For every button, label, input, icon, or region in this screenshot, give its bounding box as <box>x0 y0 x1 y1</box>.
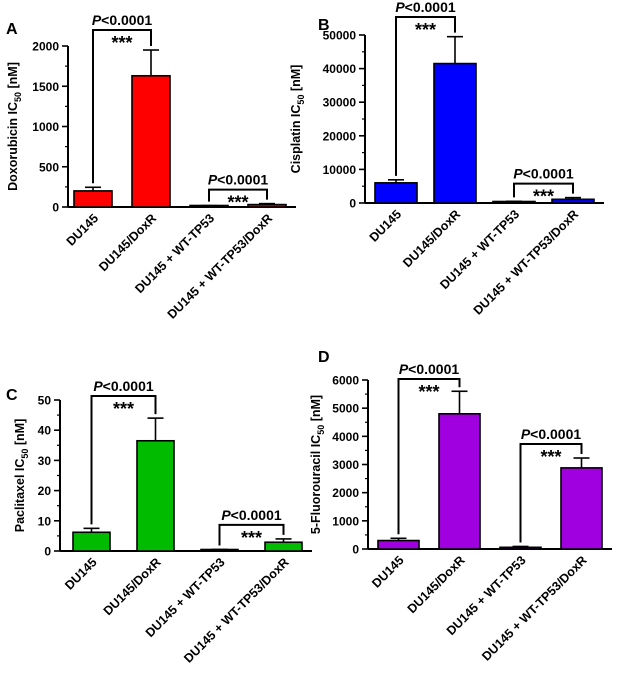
significance-bracket <box>513 182 574 198</box>
p-value-label: P<0.0001 <box>93 378 154 394</box>
y-tick-label: 1500 <box>32 80 59 94</box>
bar <box>136 439 175 552</box>
y-tick-label: 10000 <box>323 163 357 177</box>
x-tick-label: DU145/DoxR <box>96 211 159 274</box>
bar <box>374 182 418 204</box>
y-tick-label: 30 <box>38 454 52 468</box>
y-tick-label: 0 <box>349 197 356 211</box>
y-tick-label: 20000 <box>323 129 357 143</box>
p-value-label: P<0.0001 <box>513 166 574 182</box>
x-tick-label: DU145 <box>64 211 101 248</box>
bar <box>131 74 171 208</box>
panel-d: D 0 1000 2000 3000 4000 5000 6000 5-Fluorouracil… <box>309 349 612 664</box>
panel-letter: D <box>318 349 330 366</box>
y-axis-label: Paclitaxel IC50 [nM] <box>13 419 30 533</box>
significance-bracket <box>395 16 456 176</box>
panel-letter: B <box>318 17 330 34</box>
y-tick-label: 3000 <box>332 458 359 472</box>
y-axis-label: Doxorubicin IC50 [nM] <box>6 62 23 191</box>
p-value-label: P<0.0001 <box>92 12 153 28</box>
x-tick-label: DU145 <box>367 207 404 244</box>
bar <box>72 531 111 552</box>
x-tick-label: DU145/DoxR <box>400 207 463 270</box>
y-tick-label: 40 <box>38 424 52 438</box>
significance-stars: *** <box>415 20 436 40</box>
y-tick-label: 0 <box>352 543 359 557</box>
bar <box>433 62 477 204</box>
bar <box>377 539 420 550</box>
significance-stars: *** <box>111 33 132 53</box>
x-tick-label: DU145/DoxR <box>101 555 164 618</box>
significance-stars: *** <box>241 528 262 548</box>
y-tick-label: 1000 <box>32 120 59 134</box>
x-tick-label: DU145 + WT-TP53/DoxR <box>181 555 291 665</box>
bar <box>551 198 595 204</box>
y-axis-label: Cisplatin IC50 [nM] <box>289 65 306 174</box>
y-tick-label: 2000 <box>332 486 359 500</box>
y-tick-label: 40000 <box>323 62 357 76</box>
y-tick-label: 20 <box>38 484 52 498</box>
y-tick-label: 50 <box>38 394 52 408</box>
panel-letter: A <box>6 21 18 38</box>
y-tick-label: 6000 <box>332 374 359 388</box>
significance-stars: *** <box>113 399 134 419</box>
significance-bracket <box>397 378 461 535</box>
significance-stars: *** <box>540 447 561 467</box>
significance-bracket <box>90 395 157 525</box>
p-value-label: P<0.0001 <box>221 507 282 523</box>
x-tick-label: DU145 <box>62 555 99 592</box>
panel-a: A 0 500 1000 1500 2000 Doxorubicin IC50 [nM] DU… <box>6 12 296 322</box>
bar <box>499 546 542 550</box>
y-tick-label: 2000 <box>32 40 59 54</box>
bar <box>73 190 113 208</box>
p-value-label: P<0.0001 <box>208 172 269 188</box>
x-tick-label: DU145/DoxR <box>405 553 468 616</box>
x-tick-label: DU145 + WT-TP53/DoxR <box>479 553 589 663</box>
y-tick-label: 0 <box>52 201 59 215</box>
x-tick-label: DU145 <box>369 553 406 590</box>
significance-bracket <box>208 188 268 202</box>
significance-stars: *** <box>227 193 248 213</box>
significance-bracket <box>92 29 152 184</box>
y-tick-label: 4000 <box>332 430 359 444</box>
bar <box>438 412 481 550</box>
y-tick-label: 1000 <box>332 514 359 528</box>
panel-b: B 0 10000 20000 30000 40000 50000 Cisplatin IC5… <box>289 0 604 318</box>
y-tick-label: 10 <box>38 514 52 528</box>
bar <box>247 203 287 208</box>
y-tick-label: 5000 <box>332 402 359 416</box>
bar <box>560 467 603 550</box>
y-tick-label: 30000 <box>323 96 357 110</box>
panel-letter: C <box>6 387 18 404</box>
y-tick-label: 500 <box>39 160 59 174</box>
x-tick-label: DU145 + WT-TP53/DoxR <box>165 211 275 321</box>
x-tick-label: DU145 + WT-TP53/DoxR <box>471 207 581 317</box>
y-tick-label: 50000 <box>323 29 357 43</box>
significance-stars: *** <box>533 187 554 207</box>
significance-bracket <box>519 443 583 543</box>
p-value-label: P<0.0001 <box>399 361 460 377</box>
y-axis-label: 5-Fluorouracil IC50 [nM] <box>309 395 326 534</box>
p-value-label: P<0.0001 <box>395 0 456 15</box>
bar <box>264 541 303 552</box>
y-tick-label: 0 <box>44 545 51 559</box>
significance-bracket <box>218 523 285 546</box>
p-value-label: P<0.0001 <box>521 426 582 442</box>
significance-stars: *** <box>418 382 439 402</box>
